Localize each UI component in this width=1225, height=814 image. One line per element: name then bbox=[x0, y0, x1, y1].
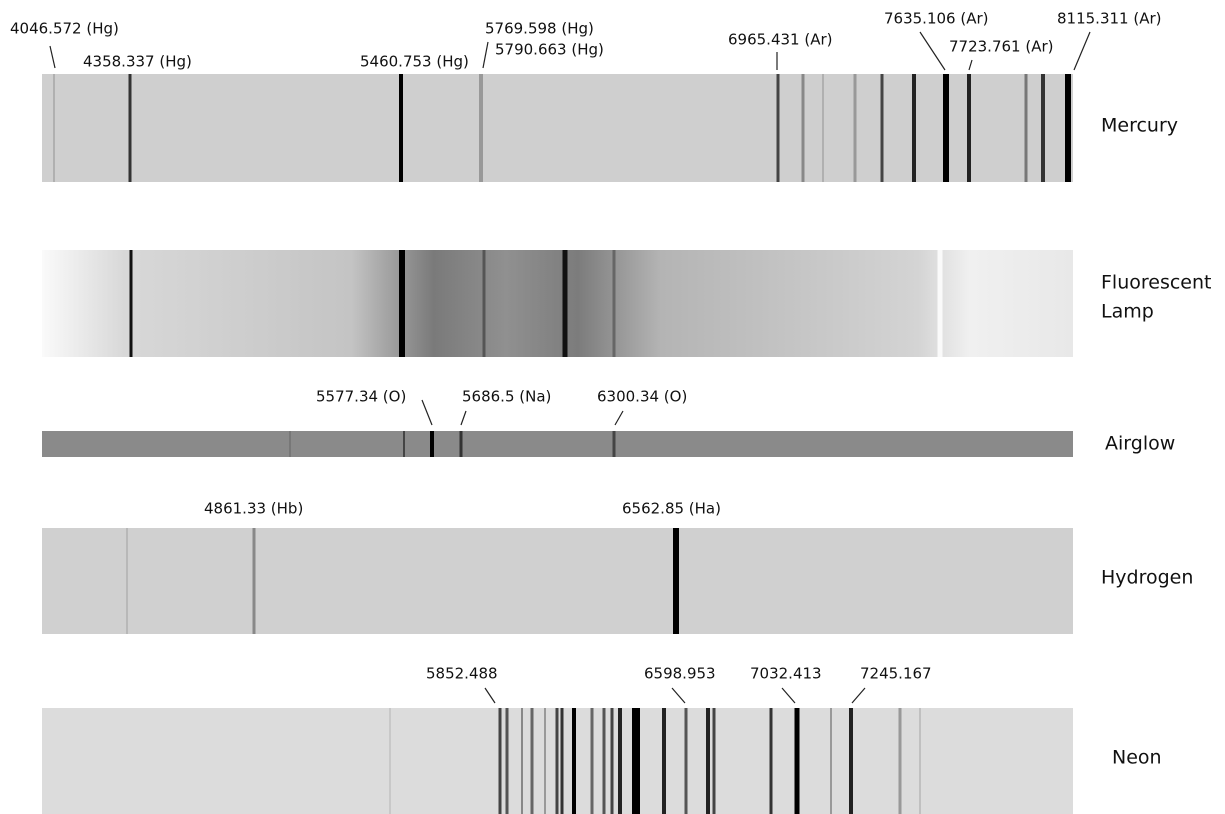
line-label: 6965.431 (Ar) bbox=[728, 31, 832, 49]
spectrum-name: Fluorescent bbox=[1101, 272, 1211, 294]
spectral-line bbox=[802, 74, 805, 182]
spectral-line bbox=[603, 708, 606, 814]
spectral-line bbox=[130, 250, 133, 357]
spectral-line bbox=[403, 431, 405, 457]
line-label: 7635.106 (Ar) bbox=[884, 10, 988, 28]
spectral-line bbox=[399, 74, 403, 182]
spectral-line bbox=[830, 708, 832, 814]
line-label: 5577.34 (O) bbox=[316, 388, 406, 406]
spectral-line bbox=[289, 431, 291, 457]
spectral-line bbox=[795, 708, 800, 814]
spectral-line bbox=[531, 708, 534, 814]
spectral-line bbox=[706, 708, 710, 814]
spectral-line bbox=[430, 431, 434, 457]
spectral-line bbox=[506, 708, 509, 814]
spectral-line bbox=[822, 74, 824, 182]
spectral-line bbox=[899, 708, 902, 814]
spectral-line bbox=[685, 708, 688, 814]
spectral-line bbox=[632, 708, 640, 814]
spectral-line bbox=[673, 528, 679, 634]
spectral-line bbox=[943, 74, 949, 182]
spectral-line bbox=[854, 74, 857, 182]
spectral-line bbox=[389, 708, 391, 814]
spectral-line bbox=[561, 708, 564, 814]
spectral-line bbox=[611, 708, 614, 814]
spectral-line bbox=[662, 708, 666, 814]
line-label: 7032.413 bbox=[750, 665, 822, 683]
line-label: 4861.33 (Hb) bbox=[204, 500, 303, 518]
spectral-line bbox=[499, 708, 502, 814]
spectral-line bbox=[613, 250, 616, 357]
leader bbox=[50, 46, 55, 68]
spectrum-name: Hydrogen bbox=[1101, 567, 1193, 589]
line-label: 7245.167 bbox=[860, 665, 932, 683]
leader bbox=[782, 688, 795, 703]
hydrogen-band bbox=[42, 528, 1073, 634]
spectral-line bbox=[556, 708, 559, 814]
fluorescent-band bbox=[42, 250, 1073, 357]
spectrum-name: Airglow bbox=[1105, 433, 1175, 455]
line-label: 5686.5 (Na) bbox=[462, 388, 551, 406]
spectra-figure: 4046.572 (Hg) 4358.337 (Hg) 5460.753 (Hg… bbox=[0, 0, 1225, 814]
spectral-line bbox=[399, 250, 405, 357]
spectral-line bbox=[938, 250, 943, 357]
line-label: 5460.753 (Hg) bbox=[360, 53, 469, 71]
spectral-line bbox=[1041, 74, 1045, 182]
spectral-line bbox=[881, 74, 884, 182]
spectral-line bbox=[777, 74, 780, 182]
spectral-line bbox=[53, 74, 55, 182]
line-label: 5769.598 (Hg) bbox=[485, 20, 594, 38]
line-label: 6598.953 bbox=[644, 665, 716, 683]
spectral-line bbox=[591, 708, 594, 814]
spectral-line bbox=[919, 708, 921, 814]
spectral-line bbox=[1065, 74, 1071, 182]
spectral-line bbox=[126, 528, 128, 634]
spectral-line bbox=[967, 74, 971, 182]
line-label: 6300.34 (O) bbox=[597, 388, 687, 406]
leader bbox=[1074, 32, 1090, 70]
spectrum-names: Mercury Fluorescent Lamp Airglow Hydroge… bbox=[1101, 115, 1211, 769]
leader bbox=[483, 42, 488, 68]
leader bbox=[852, 688, 865, 703]
spectrum-name: Neon bbox=[1112, 747, 1162, 769]
spectral-line bbox=[483, 250, 486, 357]
spectral-line bbox=[849, 708, 853, 814]
airglow-band bbox=[42, 431, 1073, 457]
leader bbox=[920, 32, 945, 70]
spectral-line bbox=[563, 250, 568, 357]
spectral-line bbox=[912, 74, 916, 182]
spectral-line bbox=[618, 708, 622, 814]
line-label: 5790.663 (Hg) bbox=[495, 41, 604, 59]
spectral-line bbox=[544, 708, 546, 814]
leader bbox=[422, 400, 432, 425]
leader bbox=[969, 60, 972, 70]
line-label: 5852.488 bbox=[426, 665, 498, 683]
mercury-band bbox=[42, 74, 1073, 182]
leader bbox=[615, 411, 623, 425]
leader bbox=[672, 688, 685, 703]
line-label: 7723.761 (Ar) bbox=[949, 38, 1053, 56]
spectrum-name: Mercury bbox=[1101, 115, 1178, 137]
spectrum-name: Lamp bbox=[1101, 301, 1154, 323]
line-label: 6562.85 (Ha) bbox=[622, 500, 721, 518]
spectral-line bbox=[713, 708, 716, 814]
spectral-line bbox=[521, 708, 523, 814]
spectrum-bands bbox=[42, 74, 1073, 814]
line-label: 8115.311 (Ar) bbox=[1057, 10, 1161, 28]
spectral-line bbox=[572, 708, 576, 814]
line-label: 4046.572 (Hg) bbox=[10, 20, 119, 38]
spectral-line bbox=[479, 74, 483, 182]
leader bbox=[461, 411, 466, 425]
spectral-line bbox=[770, 708, 773, 814]
spectral-line bbox=[460, 431, 463, 457]
spectral-line bbox=[613, 431, 616, 457]
spectral-line bbox=[253, 528, 256, 634]
line-label: 4358.337 (Hg) bbox=[83, 53, 192, 71]
spectral-line bbox=[129, 74, 132, 182]
spectral-line bbox=[1025, 74, 1028, 182]
leader bbox=[485, 688, 495, 703]
